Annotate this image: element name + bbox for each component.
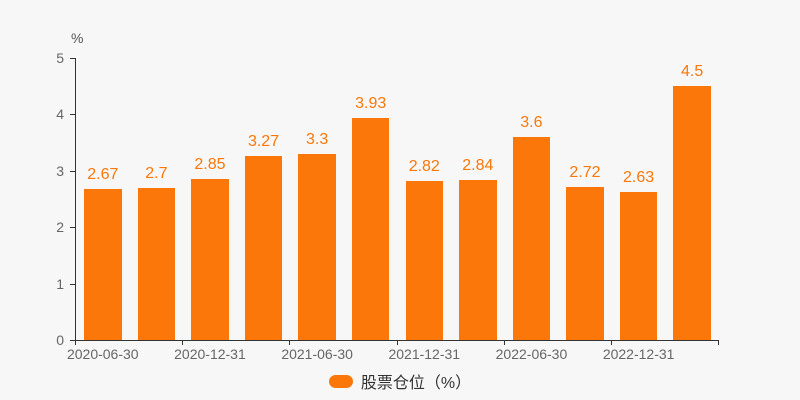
bar-value-label: 2.7 [145, 164, 168, 182]
bars: 2.67 2.7 2.85 3.27 3.3 3.93 2.82 2.84 3.6 2.72 2.6… [76, 58, 719, 340]
bar-slot: 2.72 [558, 58, 612, 340]
bar[interactable] [84, 189, 122, 340]
bar-value-label: 2.82 [408, 157, 440, 175]
bar-slot: 2.82 [397, 58, 451, 340]
bar-slot: 2.84 [451, 58, 505, 340]
x-axis-tick-mark [289, 340, 291, 345]
bar[interactable] [619, 191, 658, 340]
y-axis-tick-mark [70, 58, 76, 59]
legend-marker-icon [328, 374, 353, 388]
plot-area: 2.67 2.7 2.85 3.27 3.3 3.93 2.82 2.84 3.6 2.72 2.6… [56, 50, 719, 362]
bar-value-label: 3.6 [520, 113, 543, 131]
y-axis-tick-mark [70, 227, 76, 229]
bar-slot: 2.63 [612, 58, 666, 340]
bar-value-label: 3.3 [305, 130, 329, 148]
x-axis-tick-mark [610, 340, 612, 345]
y-axis-tick-label: 4 [56, 106, 64, 123]
bar-value-label: 3.93 [355, 95, 387, 113]
y-axis-tick-mark [70, 170, 76, 172]
bar[interactable] [137, 187, 176, 340]
bar[interactable] [351, 118, 390, 340]
x-axis-tick-label: 2022-12-31 [602, 346, 675, 362]
y-axis-tick-label: 2 [56, 219, 64, 236]
bar-slot: 3.27 [237, 58, 291, 340]
y-axis-tick-label: 0 [56, 332, 64, 348]
x-axis-tick-mark [75, 340, 76, 345]
bar-value-label: 2.85 [194, 156, 226, 174]
bar-slot: 3.93 [344, 58, 398, 340]
y-axis-tick-label: 5 [56, 50, 64, 66]
bar[interactable] [191, 179, 229, 340]
x-axis-tick-mark [503, 340, 505, 345]
bar[interactable] [244, 155, 283, 340]
bar-slot: 2.67 [76, 58, 130, 340]
y-axis-unit-label: % [71, 30, 84, 46]
x-axis-tick-label: 2021-12-31 [388, 346, 461, 362]
bar-slot: 3.3 [290, 58, 344, 340]
x-axis-tick-mark [718, 340, 719, 345]
bar-value-label: 4.5 [681, 63, 704, 81]
y-axis-tick-mark [70, 114, 76, 116]
bar-slot: 2.7 [130, 58, 184, 340]
x-axis-tick-mark [182, 340, 184, 345]
bar[interactable] [673, 86, 711, 340]
x-axis-tick-mark [396, 340, 398, 345]
bar-value-label: 2.63 [623, 168, 655, 186]
legend-item-stock-position[interactable]: 股票仓位（%） [0, 370, 800, 392]
bar-value-label: 2.84 [462, 156, 494, 174]
bar[interactable] [566, 186, 604, 340]
bar-slot: 3.6 [505, 58, 559, 340]
x-axis-tick-label: 2022-06-30 [495, 346, 568, 362]
y-axis-tick-label: 3 [56, 162, 64, 179]
bar-slot: 2.85 [183, 58, 237, 340]
x-axis-tick-label: 2020-12-31 [174, 346, 246, 362]
bar-value-label: 2.72 [569, 163, 601, 181]
bar-value-label: 2.67 [87, 166, 119, 184]
y-axis-tick-label: 1 [56, 275, 64, 292]
legend-label: 股票仓位（%） [360, 375, 472, 392]
bar[interactable] [459, 179, 497, 340]
bar-slot: 4.5 [665, 58, 719, 340]
x-axis-tick-label: 2020-06-30 [66, 346, 139, 362]
bar-value-label: 3.27 [247, 132, 280, 150]
x-axis-tick-label: 2021-06-30 [281, 346, 353, 362]
bar[interactable] [405, 180, 443, 340]
y-axis-tick-mark [70, 340, 76, 341]
bar[interactable] [512, 136, 551, 340]
y-axis-tick-mark [70, 283, 76, 285]
bar[interactable] [298, 153, 336, 340]
